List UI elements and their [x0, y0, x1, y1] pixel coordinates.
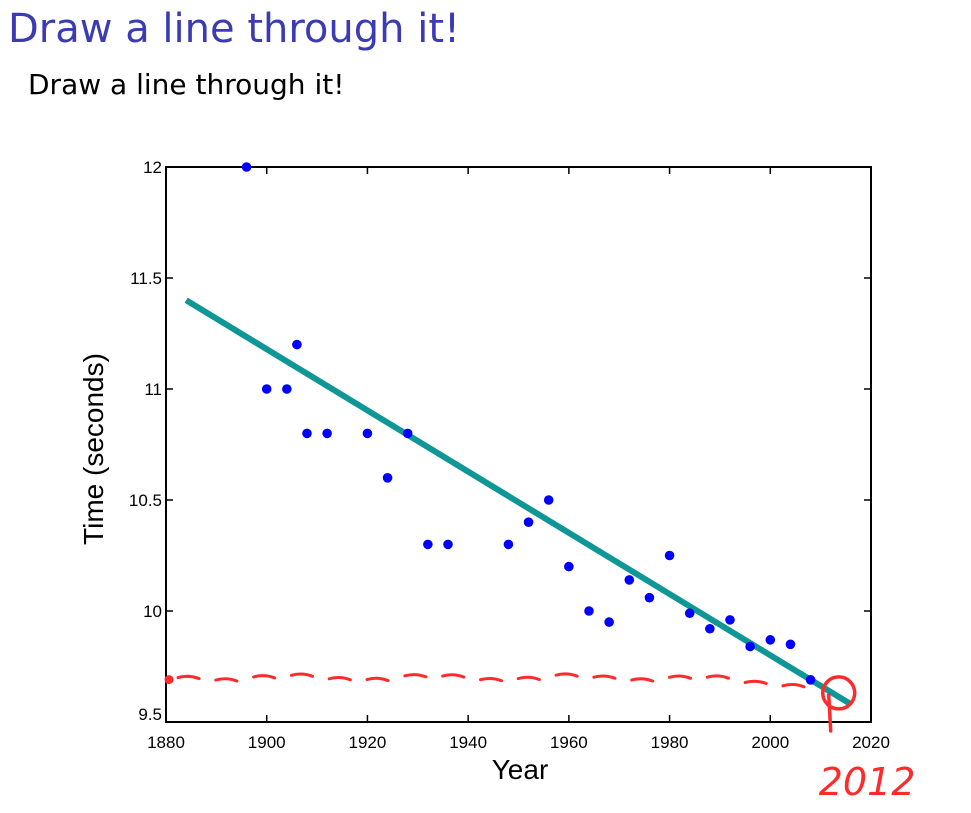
dashed-segment [441, 673, 466, 679]
x-tick-label: 1900 [248, 733, 286, 752]
data-point [644, 592, 655, 603]
handwritten-annotation: 2012 [164, 672, 916, 804]
dashed-segment [289, 672, 315, 678]
dashed-segment [365, 676, 390, 683]
dashed-segment [403, 673, 428, 679]
data-point [322, 428, 332, 439]
y-tick-label: 10.5 [129, 491, 162, 510]
data-point [282, 384, 292, 394]
dashed-segment [478, 676, 504, 683]
data-point [725, 615, 735, 625]
y-axis-title: Time (seconds) [78, 353, 109, 545]
data-point [261, 384, 272, 394]
x-tick-label: 1920 [349, 733, 387, 752]
slide-subtitle: Draw a line through it! [28, 68, 345, 101]
fit-line-group [184, 297, 853, 707]
year-annotation-label: 2012 [819, 760, 916, 804]
tick-labels: 1880 1900 1920 1940 1960 1980 2000 2020 9.5 10 10.… [129, 158, 890, 752]
data-point [564, 561, 574, 572]
data-point [604, 617, 614, 627]
y-tick-label: 11 [144, 380, 162, 399]
plot-frame [165, 166, 872, 723]
dashed-segment [176, 674, 201, 681]
fit-line [184, 297, 853, 707]
data-point [362, 428, 373, 439]
dashed-segment [781, 683, 806, 689]
y-tick-label: 11.5 [130, 269, 162, 288]
data-point [684, 608, 695, 619]
data-point [292, 339, 302, 350]
dashed-segment [214, 677, 239, 683]
data-point [705, 623, 715, 634]
dashed-segment [630, 677, 655, 683]
dashed-segment [516, 675, 541, 682]
data-point [584, 606, 594, 616]
x-tick-label: 2000 [751, 733, 789, 752]
x-tick-label: 1980 [651, 733, 689, 752]
y-tick-label: 12 [143, 158, 162, 177]
data-point [423, 539, 433, 550]
x-tick-label: 1960 [550, 733, 588, 752]
data-point [745, 641, 755, 652]
x-axis-title: Year [492, 754, 549, 785]
data-point [765, 635, 776, 645]
data-point [382, 473, 393, 483]
data-point [805, 675, 816, 685]
x-tick-label: 2020 [852, 733, 890, 752]
data-point [543, 495, 554, 505]
slide-title: Draw a line through it! [8, 6, 461, 52]
highlight-circle [820, 675, 857, 711]
dashed-start-dot [164, 675, 174, 685]
data-point [443, 539, 453, 550]
y-tick-label: 9.5 [138, 705, 162, 724]
dashed-segment [667, 674, 693, 680]
data-point [302, 428, 312, 439]
x-tick-label: 1940 [449, 733, 487, 752]
pointer-stroke [826, 693, 833, 733]
data-point [624, 575, 635, 585]
y-tick-label: 10 [143, 602, 162, 621]
data-point [785, 639, 796, 650]
dashed-segment [743, 679, 768, 685]
data-point [402, 428, 413, 439]
axis-ticks [165, 166, 872, 723]
dashed-segment [554, 672, 579, 678]
data-point [523, 517, 534, 527]
data-point [241, 162, 252, 172]
data-points [241, 162, 816, 685]
data-point [503, 539, 514, 550]
dashed-segment [327, 676, 352, 682]
dashed-segment [592, 674, 617, 680]
data-point [664, 550, 675, 561]
x-tick-label: 1880 [147, 733, 185, 752]
dashed-segment [252, 674, 277, 680]
dashed-segment [705, 674, 730, 680]
